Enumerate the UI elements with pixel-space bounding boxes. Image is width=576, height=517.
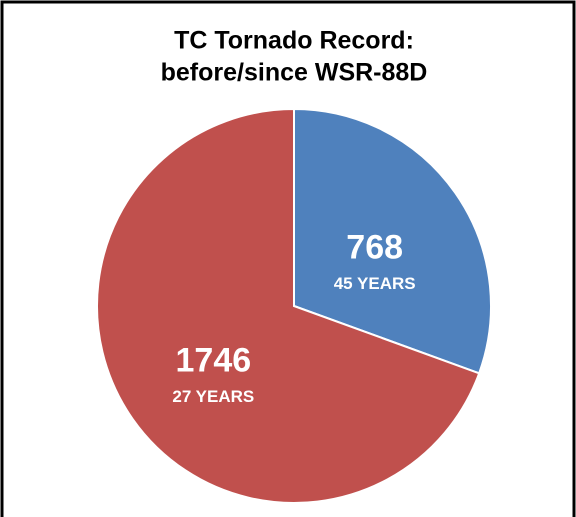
category-label: 27 YEARS [172, 387, 254, 406]
value-label: 1746 [176, 341, 252, 379]
category-label: 45 YEARS [334, 274, 416, 293]
chart-title: TC Tornado Record: [174, 27, 414, 55]
value-label: 768 [346, 228, 403, 266]
chart-title: before/since WSR-88D [161, 59, 428, 87]
pie-slice [96, 107, 481, 504]
pie-slice [293, 107, 492, 375]
